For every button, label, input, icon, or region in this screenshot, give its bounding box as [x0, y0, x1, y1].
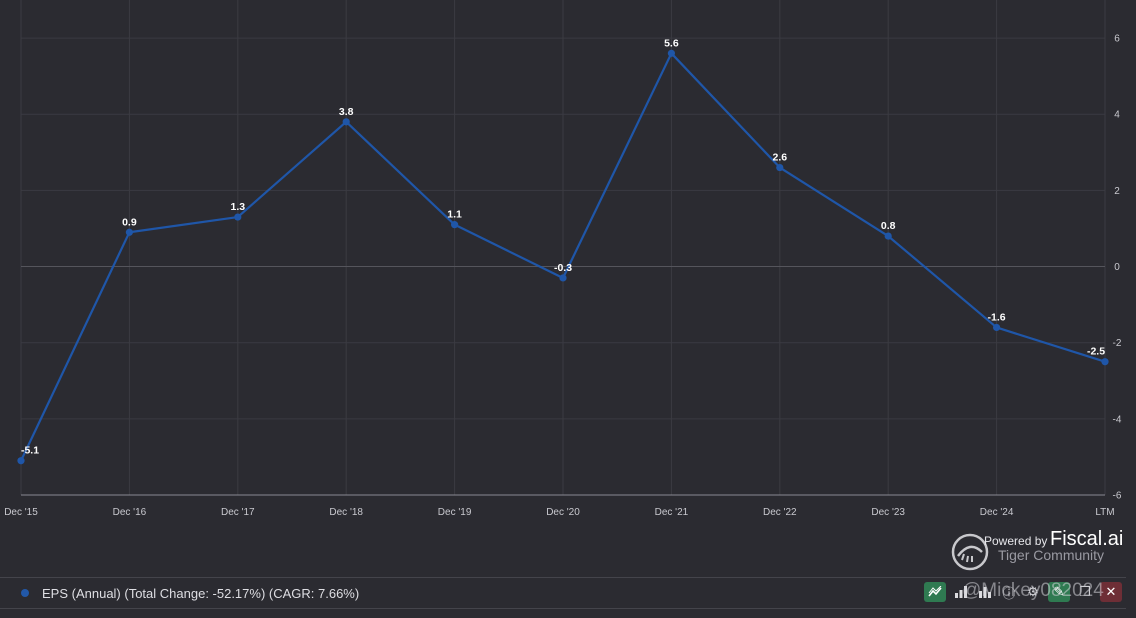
bar-chart-alt-icon[interactable]	[976, 582, 994, 602]
x-tick-label: Dec '21	[655, 507, 689, 518]
data-labels: -5.1 0.9 1.3 3.8 1.1 -0.3 5.6 2.6 0.8 -1.6 -2.5	[21, 37, 1105, 456]
data-label: -0.3	[554, 262, 572, 274]
data-label: -2.5	[1087, 346, 1105, 358]
data-point[interactable]	[776, 163, 784, 172]
info-icon[interactable]: ⓘ	[1002, 585, 1016, 601]
grid	[20, 0, 1106, 496]
legend-bar: EPS (Annual) (Total Change: -52.17%) (CA…	[0, 577, 1126, 609]
x-tick-label: Dec '23	[871, 507, 905, 518]
data-point[interactable]	[451, 221, 459, 229]
x-tick-label: Dec '18	[329, 507, 363, 518]
series-eps	[17, 49, 1109, 465]
settings-icon[interactable]: ⚙	[1027, 584, 1039, 599]
x-tick-label: Dec '24	[980, 507, 1014, 518]
data-point[interactable]	[342, 118, 350, 126]
powered-by-text: Powered by	[984, 534, 1048, 548]
data-label: 5.6	[664, 37, 679, 49]
data-point[interactable]	[17, 457, 25, 465]
y-tick-label: 6	[1114, 34, 1120, 45]
data-point[interactable]	[993, 323, 1001, 332]
data-label: -5.1	[21, 445, 39, 457]
data-label: 3.8	[339, 106, 354, 118]
tiger-logo-icon	[951, 533, 989, 571]
edit-icon[interactable]: ✎	[1048, 582, 1070, 602]
eps-line-chart: -5.1 0.9 1.3 3.8 1.1 -0.3 5.6 2.6 0.8 -1.6 -2.5 6 4…	[4, 0, 1122, 518]
x-tick-label: Dec '17	[221, 507, 255, 518]
x-tick-label: Dec '22	[763, 507, 797, 518]
legend-label[interactable]: EPS (Annual) (Total Change: -52.17%) (CA…	[42, 585, 360, 601]
data-point[interactable]	[125, 228, 133, 236]
bar-chart-icon[interactable]	[952, 582, 970, 602]
chart-toolbar: ⓘ ⚙ ✎ ❐ ✕	[924, 582, 1122, 602]
legend-swatch	[21, 589, 29, 597]
y-tick-label: 4	[1114, 110, 1120, 121]
x-tick-label: LTM	[1095, 507, 1114, 518]
y-tick-label: 2	[1114, 186, 1120, 197]
close-icon[interactable]: ✕	[1100, 582, 1122, 602]
watermark: Powered by Fiscal.ai Tiger Community	[950, 528, 1130, 576]
data-label: -1.6	[988, 311, 1006, 323]
data-point[interactable]	[234, 213, 242, 221]
data-label: 1.1	[447, 209, 462, 221]
x-tick-label: Dec '16	[113, 507, 147, 518]
data-point[interactable]	[559, 274, 567, 282]
line-chart-icon[interactable]	[924, 582, 946, 602]
x-tick-label: Dec '19	[438, 507, 472, 518]
y-tick-label: 0	[1114, 262, 1120, 273]
copy-icon[interactable]: ❐	[1079, 584, 1091, 599]
data-label: 0.9	[122, 216, 137, 228]
brand-name: Fiscal.ai	[1050, 528, 1124, 550]
data-label: 2.6	[772, 152, 787, 164]
y-tick-label: -2	[1113, 338, 1122, 349]
y-tick-label: -4	[1113, 414, 1122, 425]
community-name: Tiger Community	[998, 547, 1105, 563]
data-label: 1.3	[230, 201, 245, 213]
data-point[interactable]	[667, 49, 676, 57]
watermark-handle: @Mickey082024	[962, 580, 1104, 601]
axes: 6 4 2 0 -2 -4 -6 Dec '15 Dec '16 Dec '17 Dec '18 De…	[4, 34, 1122, 518]
x-tick-label: Dec '15	[4, 507, 38, 518]
data-label: 0.8	[881, 220, 896, 232]
x-tick-label: Dec '20	[546, 507, 580, 518]
data-point[interactable]	[884, 232, 892, 240]
data-point[interactable]	[1101, 358, 1109, 366]
y-tick-label: -6	[1113, 491, 1122, 502]
